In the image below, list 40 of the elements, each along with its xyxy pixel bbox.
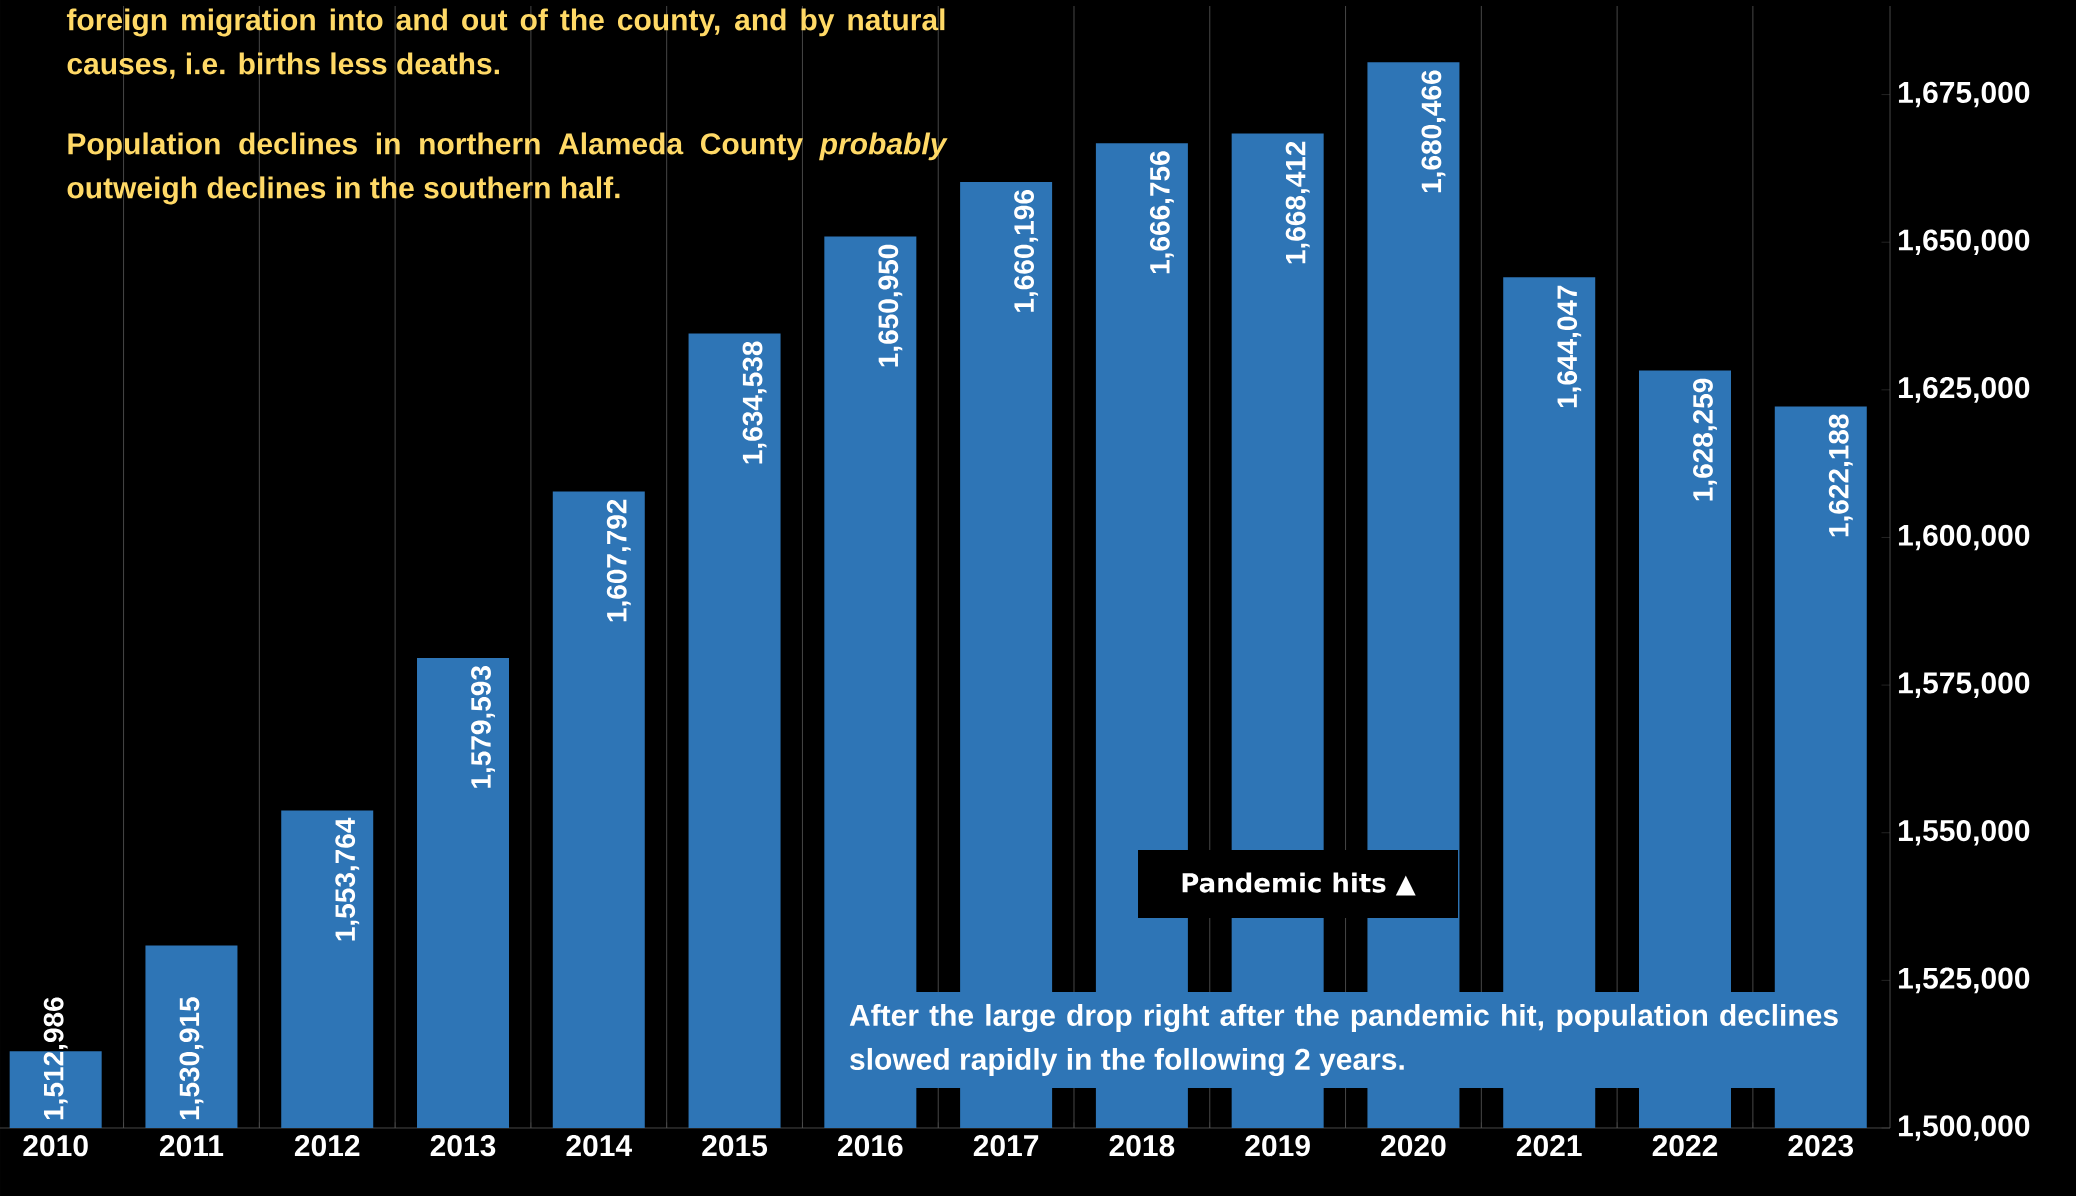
x-tick-label: 2023: [1788, 1135, 1854, 1157]
annotation: foreign migration into and out of the county, and by natural causes, i.e. births less deaths.: [66, 8, 945, 79]
y-tick-label: 1,525,000: [1898, 967, 2030, 994]
data-label: 1,553,764: [335, 817, 360, 941]
data-label: 1,668,412: [1285, 141, 1310, 264]
data-label: 1,579,593: [471, 666, 495, 788]
x-tick-label: 2020: [1381, 1135, 1446, 1157]
data-label: 1,644,047: [1557, 285, 1582, 408]
data-label: 1,530,915: [179, 997, 204, 1120]
y-tick-label: 1,500,000: [1898, 1115, 2030, 1141]
data-label: 1,666,756: [1149, 151, 1174, 274]
annotation: Pandemic hits ▲: [1182, 872, 1416, 896]
x-tick-label: 2016: [838, 1135, 903, 1157]
x-tick-label: 2014: [566, 1135, 632, 1157]
data-label: 1,680,466: [1421, 70, 1446, 193]
x-tick-label: 2019: [1245, 1135, 1310, 1157]
data-label: 1,607,792: [606, 499, 631, 622]
text: Population declines in northern Alameda County probably outweigh declines in the southern half.: [67, 132, 948, 205]
data-label: 1,628,259: [1693, 378, 1717, 501]
x-tick-label: 2015: [702, 1135, 768, 1157]
data-label: 1,622,188: [1828, 414, 1853, 537]
data-label: 1,660,196: [1014, 190, 1039, 312]
x-tick-label: 2011: [159, 1135, 224, 1157]
y-tick-label: 1,650,000: [1898, 229, 2030, 255]
data-label: 1,512,986: [43, 997, 68, 1120]
data-label: 1,650,950: [878, 244, 903, 367]
annotation: After the large drop right after the pandemic hit, population declines slowed rapidly in the following 2 years.: [849, 1003, 1838, 1077]
y-tick-label: 1,625,000: [1898, 377, 2030, 403]
y-tick-label: 1,675,000: [1898, 81, 2030, 108]
x-tick-label: 2012: [294, 1135, 360, 1157]
x-tick-label: 2021: [1516, 1135, 1582, 1157]
x-tick-label: 2018: [1109, 1135, 1175, 1157]
x-tick-label: 2013: [430, 1135, 496, 1157]
y-tick-label: 1,575,000: [1898, 672, 2030, 698]
data-label: 1,634,538: [742, 341, 767, 464]
y-tick-label: 1,600,000: [1898, 524, 2030, 551]
x-tick-label: 2017: [973, 1135, 1039, 1157]
y-tick-label: 1,550,000: [1898, 819, 2030, 846]
x-tick-label: 2010: [23, 1135, 88, 1157]
x-tick-label: 2022: [1652, 1135, 1718, 1157]
